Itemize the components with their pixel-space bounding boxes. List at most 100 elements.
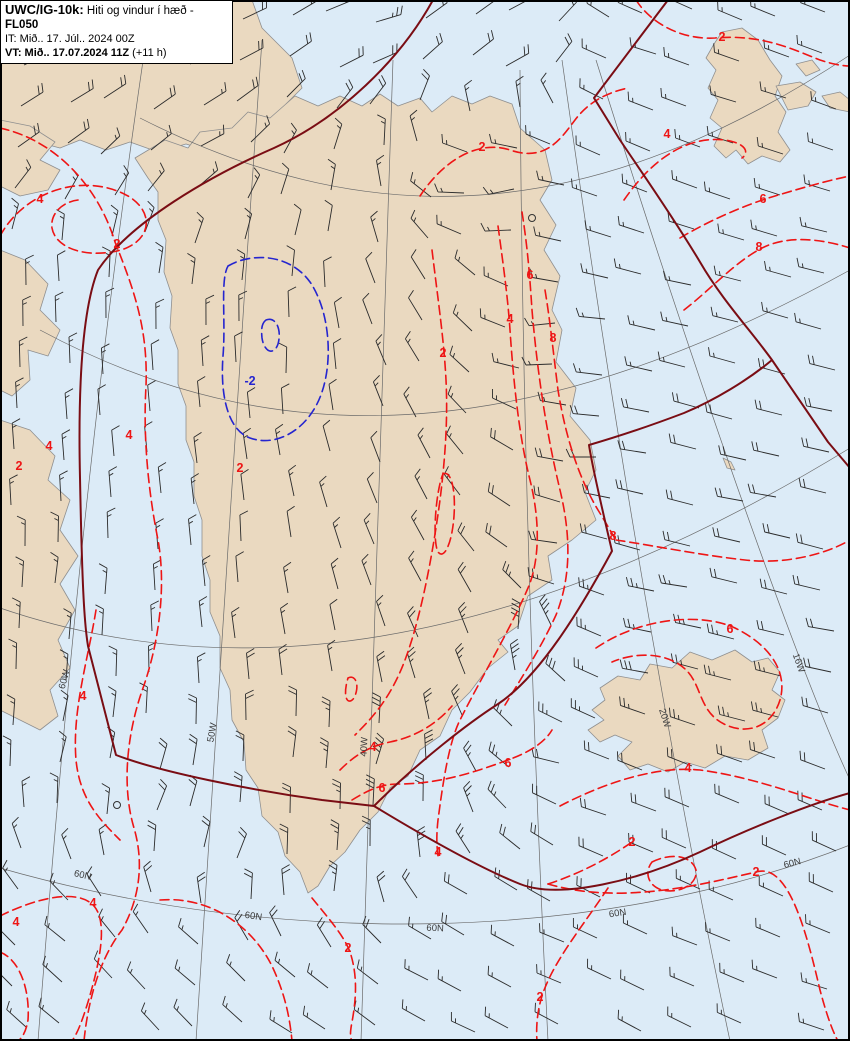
wind-barb [796, 257, 825, 274]
wind-barb [510, 598, 521, 630]
wind-barb [617, 440, 647, 454]
wind-barb [621, 173, 648, 193]
wind-barb [718, 445, 747, 461]
wind-barb [324, 199, 333, 232]
isotherm-6-iceland-loop [595, 618, 783, 730]
wind-barb [800, 972, 828, 990]
wind-barb [464, 79, 473, 112]
domain-boundary-bottom [373, 792, 850, 891]
wind-barb [485, 523, 508, 548]
isotherm-label-warm: 2 [719, 30, 726, 44]
wind-barb [487, 780, 507, 809]
isotherm-label-warm: 4 [13, 915, 20, 929]
valid-time: VT: Mið.. 17.07.2024 11Z [5, 47, 130, 59]
wind-barb [492, 389, 517, 410]
wind-barb [662, 530, 691, 547]
wind-barb [108, 466, 118, 498]
wind-barb [483, 266, 509, 287]
wind-barb [488, 741, 510, 768]
graticule-label: 60N [73, 868, 93, 883]
wind-barb [533, 226, 562, 242]
wind-barb [509, 638, 520, 671]
wind-barb [528, 530, 558, 544]
isotherm-label-warm: 2 [440, 346, 447, 360]
isotherm-2-west-long [0, 127, 163, 1041]
wind-barb [11, 597, 21, 629]
wind-barb [406, 646, 416, 679]
wind-barb [280, 162, 290, 195]
wind-barb [764, 261, 792, 278]
wind-barb [539, 594, 552, 626]
wind-barb [716, 744, 743, 763]
graticule-label: 60N [244, 910, 263, 923]
wind-barb [153, 85, 176, 110]
graticule-label: 60W [57, 668, 73, 690]
wind-barb [798, 477, 827, 494]
wind-barb [197, 376, 206, 408]
wind-barb [2, 859, 19, 890]
wind-barb [239, 510, 249, 542]
wind-barb [14, 159, 32, 189]
wind-barb [447, 385, 467, 414]
wind-barb [365, 251, 376, 284]
wind-barb [319, 475, 328, 508]
isotherm-label-warm: 4 [370, 740, 377, 754]
wind-barb [236, 249, 246, 281]
isotherm-2-bottom-left-tip [311, 897, 357, 1041]
land-iceland [587, 649, 786, 773]
wind-barb [6, 1000, 27, 1028]
isotherm-label-warm: 8 [550, 331, 557, 345]
chart-title-box: UWC/IG-10k: Hiti og vindur í hæð - FL050… [0, 0, 233, 64]
wind-barb [709, 567, 738, 584]
wind-barb [619, 696, 646, 715]
wind-barb [616, 751, 643, 771]
wind-barb [240, 469, 249, 501]
wind-barb [178, 917, 199, 945]
wind-barb [361, 815, 371, 847]
wind-barb [106, 507, 116, 539]
wind-barb [716, 1003, 742, 1024]
wind-barb [457, 522, 475, 552]
wind-barb [56, 209, 65, 241]
isotherm-label-warm: 4 [435, 845, 442, 859]
wind-barb [274, 951, 296, 978]
wind-barb [505, 44, 530, 67]
wind-barb [235, 551, 244, 583]
wind-barb [537, 391, 567, 406]
parallel-mid-upper [39, 269, 850, 416]
wind-barb [38, 997, 60, 1024]
wind-barb [376, 154, 385, 187]
wind-barb [25, 254, 34, 286]
wind-barb [674, 129, 701, 148]
wind-barb [571, 178, 598, 197]
wind-barb [622, 914, 648, 935]
wind-barb [747, 483, 777, 498]
wind-barb [59, 470, 68, 502]
wind-barb [750, 219, 778, 237]
wind-barb [411, 509, 425, 541]
wind-barb [450, 1012, 476, 1033]
wind-barb [98, 908, 116, 938]
isotherms-cold [221, 256, 330, 442]
isotherm-8-east-extension [615, 539, 850, 562]
isotherm-4-south-iceland [559, 768, 850, 811]
wind-barb [150, 600, 160, 632]
wind-barb [11, 197, 19, 230]
wind-barb [250, 115, 271, 143]
wind-barb [58, 730, 67, 763]
wind-barb [419, 68, 430, 101]
wind-barb [750, 701, 779, 718]
wind-barb [673, 613, 702, 629]
isotherm-label-warm: 6 [760, 192, 767, 206]
wind-barb [756, 136, 784, 155]
wind-barb [333, 296, 342, 329]
isotherm-4-south-tip [339, 705, 453, 771]
wind-barb [613, 258, 642, 275]
wind-barb [105, 287, 115, 319]
wind-barb [532, 783, 557, 805]
isotherm-label-warm: 6 [505, 756, 512, 770]
wind-barb [703, 664, 732, 681]
wind-barb [667, 1006, 692, 1028]
wind-barb [617, 1009, 642, 1032]
